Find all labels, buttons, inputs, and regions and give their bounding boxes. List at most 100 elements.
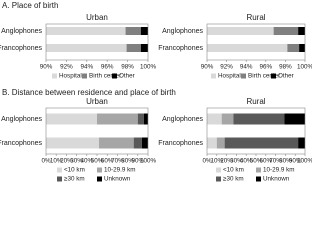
- x-tick-label: 96%: [101, 64, 114, 71]
- legend-label: Hospital: [59, 73, 82, 80]
- legend-label: ≥30 km: [64, 176, 85, 183]
- legend-swatch: [256, 176, 261, 182]
- bar-segment: [46, 27, 126, 35]
- category-label: Francophones: [158, 45, 203, 52]
- category-label: Francophones: [158, 140, 203, 147]
- legend-swatch: [57, 176, 62, 182]
- plot: [46, 27, 148, 52]
- x-tick-label: 40%: [80, 158, 93, 165]
- chart-title: Urban: [86, 97, 108, 106]
- legend-swatch: [97, 167, 102, 173]
- bar-segment: [140, 27, 148, 35]
- x-tick-label: 10%: [210, 158, 223, 165]
- x-tick-label: 100%: [297, 64, 312, 71]
- x-tick-label: 40%: [240, 158, 253, 165]
- category-label: Francophones: [0, 140, 42, 147]
- chart-title: Urban: [86, 13, 108, 22]
- category-label: Anglophones: [1, 28, 42, 35]
- bar-segment: [207, 137, 217, 149]
- bar-segment: [287, 44, 300, 52]
- legend-swatch: [216, 176, 221, 182]
- category-label: Anglophones: [1, 116, 42, 123]
- x-tick-label: 90%: [40, 64, 53, 71]
- legend-swatch: [112, 73, 117, 79]
- legend-label: Birth center: [89, 73, 121, 80]
- legend-label: <10 km: [223, 167, 244, 174]
- legend-swatch: [211, 73, 216, 79]
- x-tick-label: 60%: [101, 158, 114, 165]
- plot: [207, 27, 305, 52]
- bar-segment: [233, 113, 285, 125]
- bar-segment: [133, 137, 142, 149]
- bar-segment: [97, 113, 138, 125]
- x-tick-label: 100%: [140, 158, 157, 165]
- legend-label: Other: [119, 73, 135, 80]
- x-tick-label: 70%: [111, 158, 124, 165]
- bar-segment: [143, 113, 148, 125]
- legend-swatch: [216, 167, 221, 173]
- bar-segment: [207, 27, 274, 35]
- x-tick-label: 98%: [279, 64, 292, 71]
- bar-segment: [298, 137, 305, 149]
- bar-segment: [46, 44, 127, 52]
- legend-swatch: [82, 73, 87, 79]
- bar-segment: [46, 113, 97, 125]
- legend-label: ≥30 km: [223, 176, 244, 183]
- bar-segment: [207, 113, 222, 125]
- x-tick-label: 96%: [259, 64, 272, 71]
- x-tick-label: 90%: [201, 64, 214, 71]
- legend-label: 10-29.9 km: [263, 167, 295, 174]
- category-label: Francophones: [0, 45, 42, 52]
- legend-label: Unknown: [104, 176, 131, 183]
- x-tick-label: 90%: [131, 158, 144, 165]
- section-title: B. Distance between residence and place …: [2, 88, 176, 97]
- legend-label: 10-29.9 km: [104, 167, 136, 174]
- figure: A. Place of birth B. Distance between re…: [0, 1, 312, 183]
- x-tick-label: 30%: [70, 158, 83, 165]
- x-tick-label: 50%: [250, 158, 263, 165]
- x-tick-label: 0%: [41, 158, 51, 165]
- bar-segment: [216, 137, 225, 149]
- bar-segment: [99, 137, 134, 149]
- x-tick-label: 92%: [60, 64, 73, 71]
- bar-segment: [137, 113, 144, 125]
- x-tick-label: 90%: [289, 158, 302, 165]
- x-tick-label: 10%: [50, 158, 63, 165]
- category-label: Anglophones: [162, 28, 203, 35]
- legend-swatch: [52, 73, 57, 79]
- legend-label: Hospital: [218, 73, 241, 80]
- x-tick-label: 70%: [269, 158, 282, 165]
- plot: [46, 113, 148, 149]
- bar-segment: [207, 44, 288, 52]
- legend-swatch: [97, 176, 102, 182]
- x-tick-label: 94%: [240, 64, 253, 71]
- x-tick-label: 80%: [121, 158, 134, 165]
- bar-segment: [125, 27, 141, 35]
- x-tick-label: 20%: [60, 158, 73, 165]
- section-title: A. Place of birth: [2, 1, 58, 10]
- legend-label: Other: [278, 73, 294, 80]
- x-tick-label: 0%: [202, 158, 212, 165]
- chart-title: Rural: [246, 97, 265, 106]
- legend-label: Unknown: [263, 176, 290, 183]
- legend-label: Birth center: [248, 73, 280, 80]
- x-tick-label: 98%: [121, 64, 134, 71]
- x-tick-label: 80%: [279, 158, 292, 165]
- x-tick-label: 30%: [230, 158, 243, 165]
- bar-segment: [298, 27, 305, 35]
- x-tick-label: 50%: [91, 158, 104, 165]
- bar-segment: [140, 44, 148, 52]
- bar-segment: [126, 44, 141, 52]
- x-tick-label: 60%: [259, 158, 272, 165]
- bar-segment: [299, 44, 305, 52]
- bar-segment: [284, 113, 305, 125]
- plot-frame: [206, 23, 306, 61]
- chart-title: Rural: [246, 13, 265, 22]
- legend-swatch: [256, 167, 261, 173]
- x-tick-label: 94%: [80, 64, 93, 71]
- bar-segment: [46, 137, 100, 149]
- legend-swatch: [241, 73, 246, 79]
- legend-swatch: [57, 167, 62, 173]
- x-tick-label: 92%: [220, 64, 233, 71]
- bar-segment: [221, 113, 234, 125]
